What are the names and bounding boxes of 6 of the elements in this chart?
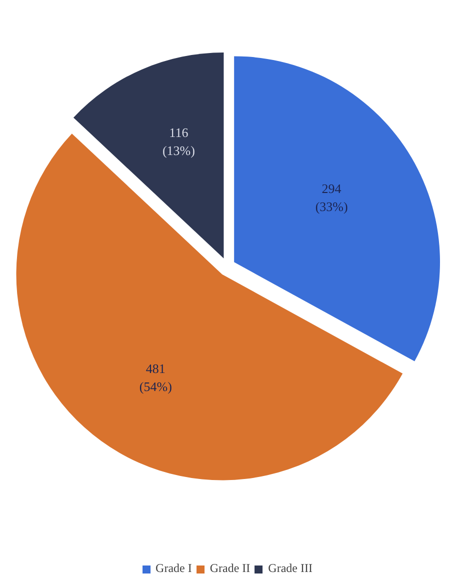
data-label: 481 (54%)	[139, 360, 172, 394]
legend-label: Grade II	[210, 561, 250, 576]
data-label: 116 (13%)	[162, 124, 195, 158]
data-label: 294 (33%)	[315, 180, 348, 214]
legend-label: Grade III	[268, 561, 312, 576]
legend-label: Grade I	[156, 561, 192, 576]
